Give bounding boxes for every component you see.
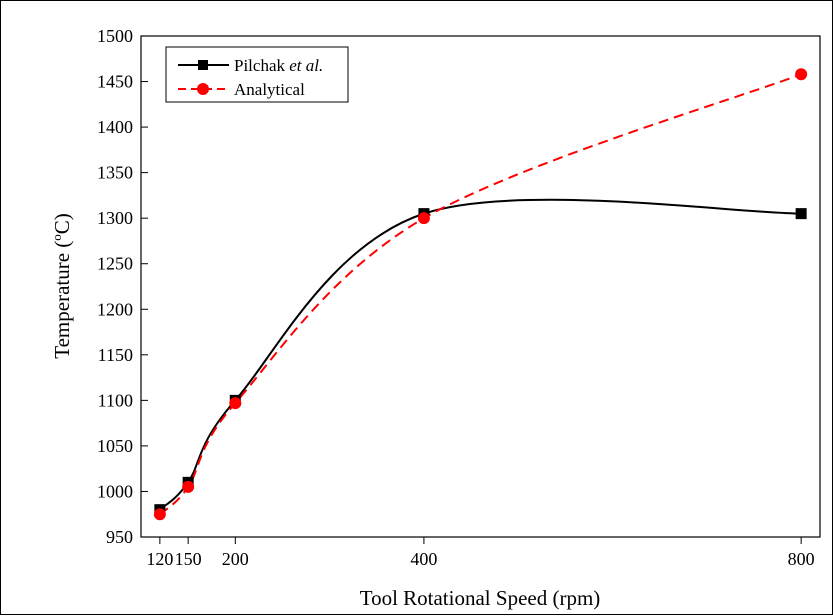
- x-tick-label: 120: [146, 549, 173, 569]
- y-tick-label: 1050: [97, 436, 133, 456]
- y-tick-label: 1350: [97, 163, 133, 183]
- x-tick-label: 200: [222, 549, 249, 569]
- series-layer: [153, 68, 808, 521]
- y-tick-label: 1150: [98, 345, 133, 365]
- data-point-analytical: [795, 68, 808, 81]
- data-point-analytical: [417, 212, 430, 225]
- y-tick-label: 1300: [97, 208, 133, 228]
- data-point-analytical: [182, 480, 195, 493]
- y-tick-label: 950: [106, 527, 133, 547]
- legend-label-analytical: Analytical: [234, 80, 305, 99]
- data-point-analytical: [229, 397, 242, 410]
- y-tick-label: 1200: [97, 299, 133, 319]
- data-point-analytical: [153, 508, 166, 521]
- legend-swatch-marker-analytical: [197, 83, 209, 95]
- legend-swatch-marker-pilchak: [198, 60, 208, 70]
- y-tick-label: 1250: [97, 254, 133, 274]
- y-axis: 950 1000 1050 1100 1150 1200 1250 1300 1350 1400 1…: [97, 26, 148, 547]
- y-tick-label: 1450: [97, 72, 133, 92]
- y-axis-title: Temperature (oC): [49, 213, 74, 359]
- plot-area: [140, 35, 821, 538]
- series-line-analytical: [159, 73, 802, 515]
- series-line-pilchak: [159, 198, 802, 511]
- y-tick-label: 1000: [97, 481, 133, 501]
- legend: Pilchak et al. Analytical: [165, 46, 349, 103]
- y-tick-label: 1500: [97, 26, 133, 46]
- y-tick-label: 1400: [97, 117, 133, 137]
- legend-box: [165, 46, 349, 103]
- x-tick-label: 400: [410, 549, 437, 569]
- x-tick-label: 150: [175, 549, 202, 569]
- x-axis: 120 150 200 400 800: [146, 537, 815, 569]
- data-point-pilchak: [795, 208, 807, 220]
- legend-label-pilchak: Pilchak et al.: [234, 56, 323, 75]
- y-tick-label: 1100: [98, 390, 133, 410]
- x-tick-label: 800: [788, 549, 815, 569]
- x-axis-title: Tool Rotational Speed (rpm): [360, 586, 601, 610]
